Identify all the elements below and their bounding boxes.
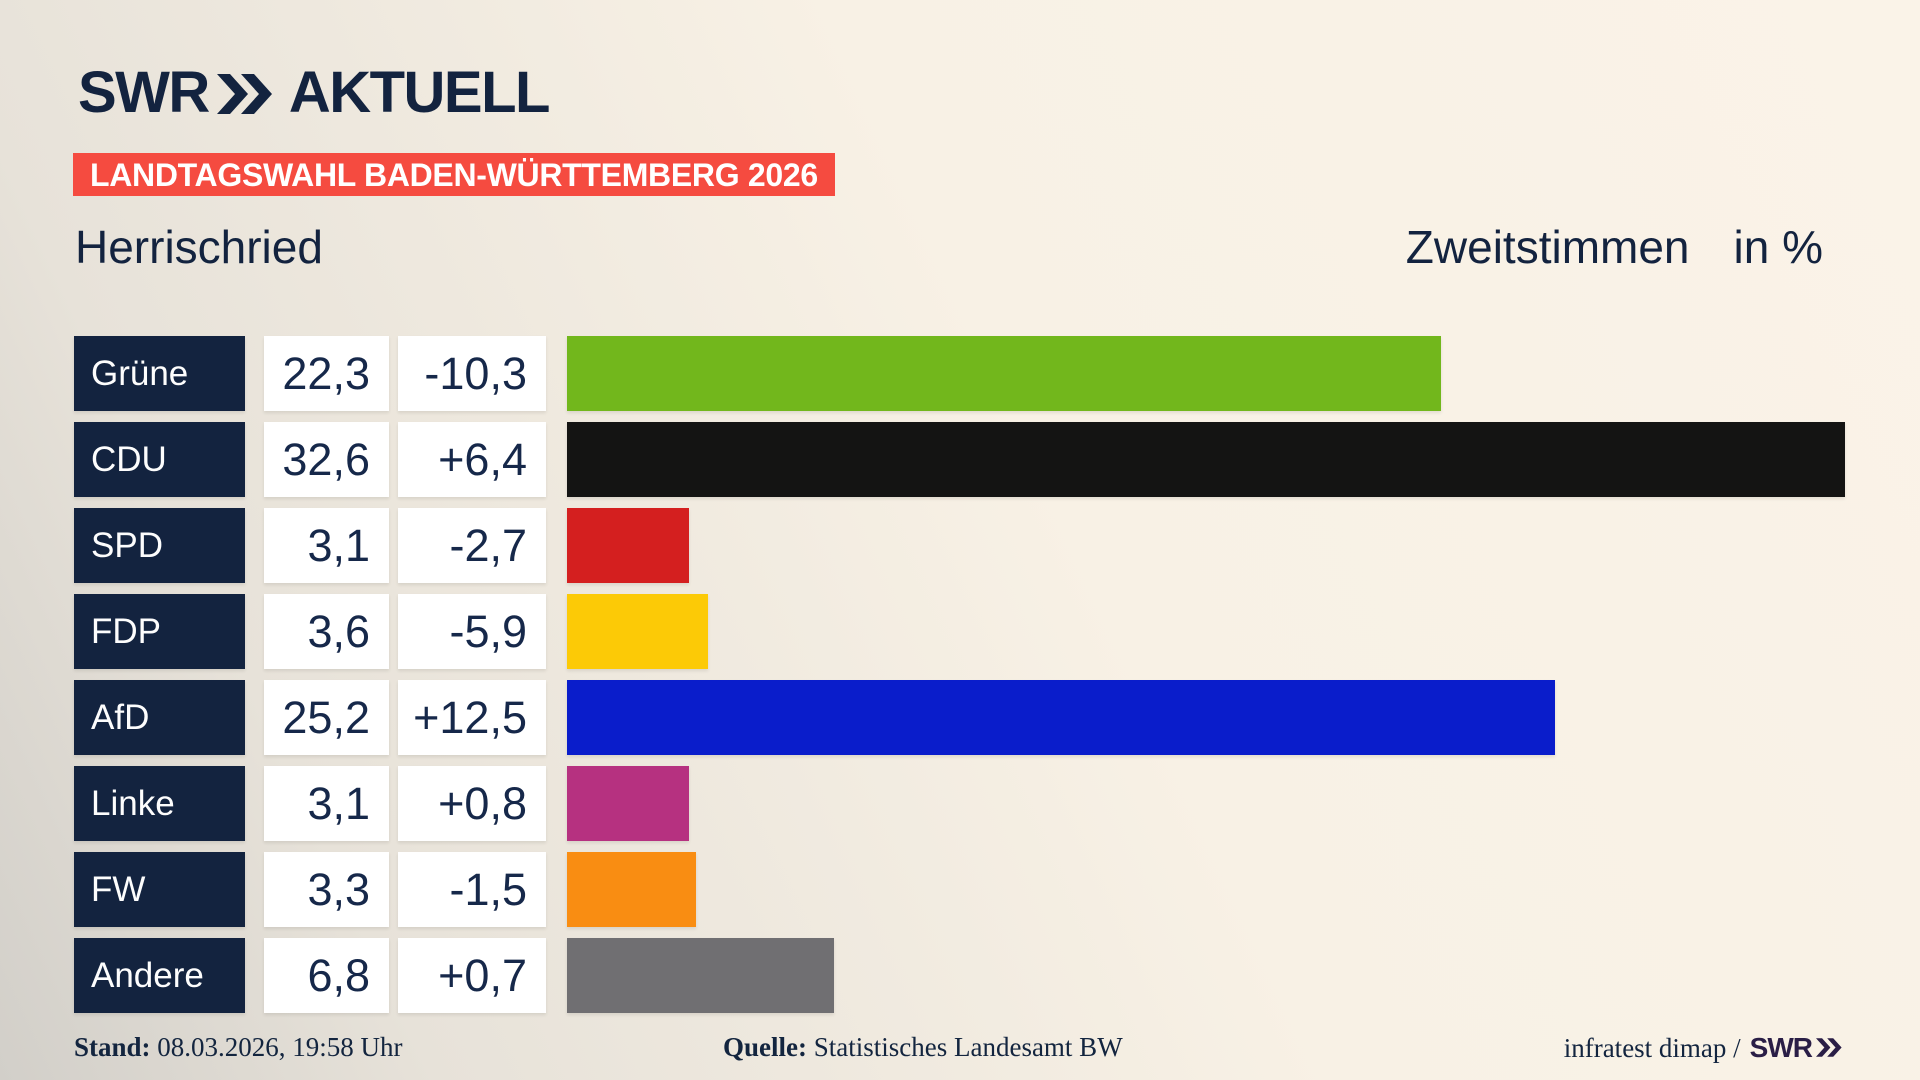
party-value: 6,8 — [264, 938, 389, 1013]
party-bar — [567, 422, 1845, 497]
party-bar — [567, 508, 689, 583]
party-diff: -5,9 — [398, 594, 546, 669]
party-diff: +0,8 — [398, 766, 546, 841]
swr-footer-logo: SWR — [1750, 1031, 1843, 1065]
party-bar — [567, 938, 834, 1013]
party-bar — [567, 766, 689, 841]
party-value: 25,2 — [264, 680, 389, 755]
swr-aktuell-logo: SWR AKTUELL — [78, 60, 551, 125]
stand-timestamp: Stand: 08.03.2026, 19:58 Uhr — [74, 1031, 403, 1063]
results-bar-chart: Grüne 22,3 -10,3 CDU 32,6 +6,4 SPD 3,1 -2,7 FDP 3,… — [74, 336, 1920, 1013]
party-label: SPD — [74, 508, 245, 583]
party-value: 32,6 — [264, 422, 389, 497]
party-bar — [567, 594, 708, 669]
party-label: FW — [74, 852, 245, 927]
municipality-title: Herrischried — [75, 221, 323, 273]
party-diff: +12,5 — [398, 680, 546, 755]
party-label: CDU — [74, 422, 245, 497]
result-row: Grüne 22,3 -10,3 — [74, 336, 1920, 411]
stand-value: 08.03.2026, 19:58 Uhr — [157, 1032, 403, 1062]
party-value: 3,6 — [264, 594, 389, 669]
banner-label: LANDTAGSWAHL BADEN-WÜRTTEMBERG 2026 — [90, 157, 818, 193]
source-note: Quelle: Statistisches Landesamt BW — [723, 1031, 1123, 1063]
result-row: FW 3,3 -1,5 — [74, 852, 1920, 927]
party-label: FDP — [74, 594, 245, 669]
party-diff: +0,7 — [398, 938, 546, 1013]
party-label: Linke — [74, 766, 245, 841]
party-value: 22,3 — [264, 336, 389, 411]
double-chevron-icon — [216, 74, 272, 114]
credit-text: infratest dimap / — [1563, 1032, 1741, 1063]
party-label: AfD — [74, 680, 245, 755]
party-bar — [567, 680, 1555, 755]
party-label: Grüne — [74, 336, 245, 411]
party-bar — [567, 336, 1441, 411]
party-diff: -1,5 — [398, 852, 546, 927]
result-row: CDU 32,6 +6,4 — [74, 422, 1920, 497]
vote-unit-label: in % — [1733, 221, 1823, 273]
party-diff: +6,4 — [398, 422, 546, 497]
source-value: Statistisches Landesamt BW — [813, 1032, 1123, 1062]
party-diff: -10,3 — [398, 336, 546, 411]
party-value: 3,1 — [264, 766, 389, 841]
election-banner: LANDTAGSWAHL BADEN-WÜRTTEMBERG 2026 — [73, 153, 835, 196]
result-row: AfD 25,2 +12,5 — [74, 680, 1920, 755]
party-bar — [567, 852, 696, 927]
vote-type-title: Zweitstimmen in % — [1406, 224, 1823, 270]
source-label: Quelle: — [723, 1032, 807, 1062]
result-row: Andere 6,8 +0,7 — [74, 938, 1920, 1013]
result-row: SPD 3,1 -2,7 — [74, 508, 1920, 583]
logo-aktuell-text: AKTUELL — [288, 60, 551, 125]
swr-footer-text: SWR — [1749, 1032, 1813, 1063]
result-row: FDP 3,6 -5,9 — [74, 594, 1920, 669]
credit-note: infratest dimap / SWR — [1564, 1031, 1843, 1065]
party-diff: -2,7 — [398, 508, 546, 583]
party-value: 3,3 — [264, 852, 389, 927]
logo-swr-text: SWR — [78, 60, 210, 125]
vote-type-label: Zweitstimmen — [1405, 221, 1690, 273]
result-row: Linke 3,1 +0,8 — [74, 766, 1920, 841]
party-label: Andere — [74, 938, 245, 1013]
party-value: 3,1 — [264, 508, 389, 583]
double-chevron-icon — [1816, 1038, 1842, 1058]
title-row: Herrischried Zweitstimmen in % — [75, 224, 1823, 270]
stand-label: Stand: — [74, 1032, 151, 1062]
